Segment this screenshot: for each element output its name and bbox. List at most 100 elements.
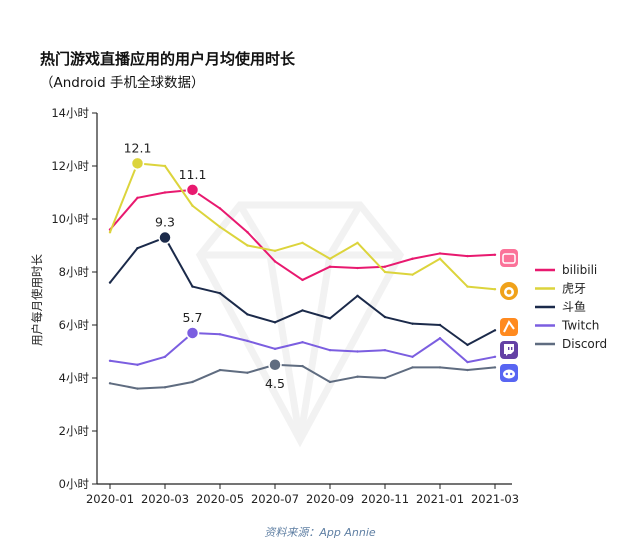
- data-point: [301, 364, 304, 368]
- x-tick-label: 2020-07: [251, 492, 299, 506]
- data-point: [383, 376, 387, 380]
- data-point: [493, 366, 497, 369]
- highlight-marker: [185, 183, 200, 197]
- data-point: [218, 207, 222, 210]
- data-point: [218, 368, 222, 372]
- y-tick-label: 0小时: [59, 477, 90, 491]
- data-point: [301, 241, 304, 245]
- data-point: [493, 329, 497, 332]
- bilibili-app-icon: [500, 249, 518, 267]
- data-label: 11.1: [179, 167, 207, 182]
- highlight-marker: [185, 326, 200, 340]
- data-point: [356, 350, 359, 353]
- data-label: 12.1: [124, 140, 152, 155]
- data-point: [356, 266, 359, 270]
- data-point: [246, 371, 249, 374]
- data-point: [191, 204, 194, 207]
- data-point: [218, 292, 222, 295]
- data-point: [273, 260, 277, 263]
- data-point: [246, 339, 249, 343]
- data-point: [108, 359, 112, 362]
- data-point: [466, 368, 469, 372]
- data-point: [136, 246, 139, 250]
- data-point: [218, 225, 222, 229]
- data-point: [246, 244, 249, 247]
- source-note: 资料来源：App Annie: [264, 526, 376, 539]
- data-point: [383, 315, 387, 319]
- data-point: [163, 386, 167, 389]
- data-point: [163, 191, 167, 194]
- data-point: [108, 231, 112, 234]
- watermark-diamond: [195, 201, 405, 448]
- data-point: [246, 231, 249, 234]
- y-tick-label: 6小时: [59, 318, 90, 332]
- data-label: 9.3: [155, 215, 175, 230]
- data-point: [108, 281, 112, 284]
- data-point: [108, 382, 112, 385]
- data-point: [466, 285, 469, 288]
- data-point: [328, 265, 332, 268]
- y-tick-label: 4小时: [59, 371, 90, 385]
- data-point: [438, 366, 442, 369]
- data-point: [438, 323, 442, 327]
- data-point: [383, 348, 387, 352]
- data-point: [163, 355, 167, 358]
- highlight-marker: [268, 358, 282, 372]
- data-point: [301, 341, 304, 344]
- x-tick-label: 2020-11: [361, 492, 409, 506]
- data-point: [191, 285, 194, 288]
- data-point: [273, 347, 277, 351]
- x-tick-label: 2020-03: [141, 492, 189, 506]
- data-point: [383, 265, 387, 268]
- series-line-Discord: [109, 363, 496, 390]
- x-tick-label: 2020-09: [306, 492, 354, 506]
- data-point: [136, 387, 139, 390]
- data-point: [328, 317, 332, 320]
- y-tick-label: 2小时: [59, 424, 90, 438]
- data-point: [411, 257, 414, 260]
- legend-label: 斗鱼: [562, 300, 586, 314]
- douyu-app-icon: [500, 318, 518, 336]
- legend-label: bilibili: [562, 263, 597, 277]
- x-tick-label: 2020-05: [196, 492, 244, 506]
- data-point: [411, 322, 414, 325]
- data-point: [493, 288, 497, 291]
- data-point: [466, 360, 469, 364]
- data-point: [301, 278, 304, 282]
- y-axis-title: 用户每月使用时长: [30, 254, 44, 346]
- data-point: [246, 313, 249, 316]
- data-point: [191, 380, 194, 384]
- chart-subtitle: （Android 手机全球数据）: [40, 75, 205, 91]
- data-point: [356, 375, 359, 378]
- data-point: [438, 257, 442, 260]
- data-point: [411, 355, 414, 358]
- series-line-Twitch: [109, 331, 496, 366]
- data-point: [328, 348, 332, 352]
- data-point: [301, 309, 304, 312]
- data-point: [328, 380, 332, 384]
- data-point: [136, 196, 139, 199]
- legend-label: Twitch: [561, 319, 599, 333]
- data-point: [383, 270, 387, 274]
- data-point: [438, 337, 442, 340]
- data-point: [466, 254, 469, 258]
- x-tick-label: 2020-01: [86, 492, 134, 506]
- data-point: [411, 273, 414, 276]
- legend-label: Discord: [562, 337, 607, 351]
- huya-app-icon: [500, 282, 518, 300]
- data-point: [328, 257, 332, 260]
- twitch-app-icon: [500, 341, 518, 359]
- data-point: [411, 366, 414, 369]
- data-label: 5.7: [183, 310, 203, 325]
- y-tick-label: 8小时: [59, 265, 90, 279]
- data-point: [218, 333, 222, 336]
- data-label: 4.5: [265, 376, 285, 391]
- data-point: [163, 164, 167, 168]
- highlight-marker: [130, 156, 145, 171]
- data-point: [466, 343, 469, 347]
- discord-app-icon: [500, 364, 518, 382]
- data-point: [493, 355, 497, 358]
- y-tick-label: 10小时: [51, 212, 89, 226]
- x-tick-label: 2021-03: [471, 492, 519, 506]
